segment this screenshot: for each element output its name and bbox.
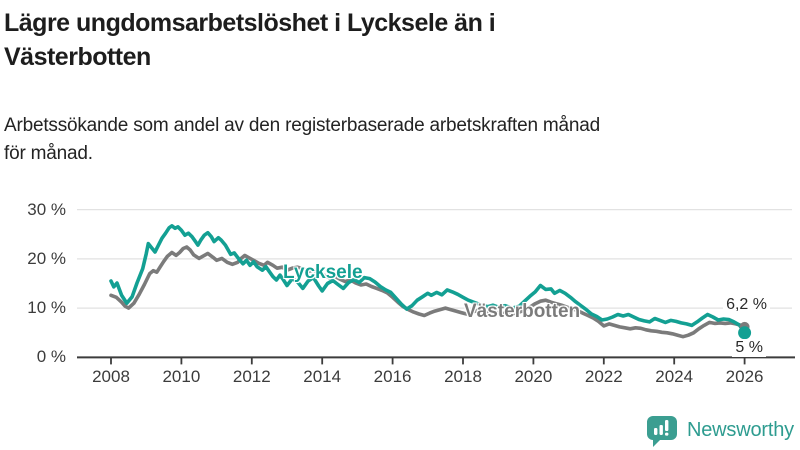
västerbotten-series-label: Västerbotten (464, 301, 581, 322)
västerbotten-line (109, 245, 747, 339)
x-axis-label-2010: 2010 (162, 367, 201, 386)
x-axis-label-2022: 2022 (584, 367, 623, 386)
x-axis-label-2016: 2016 (373, 367, 412, 386)
branding: Newsworthy (646, 414, 794, 447)
x-axis-label-2026: 2026 (725, 367, 764, 386)
x-axis-label-2020: 2020 (514, 367, 553, 386)
lycksele-end-value-label: 5 % (732, 339, 766, 357)
chart-title: Lägre ungdomsarbetslöshet i Lycksele än … (4, 6, 496, 74)
lycksele-series-label: Lycksele (283, 262, 363, 283)
y-axis-label-10: 10 % (27, 298, 66, 318)
y-axis-label-30: 30 % (27, 199, 66, 219)
lycksele-line (109, 224, 747, 335)
chart-title-line1: Lägre ungdomsarbetslöshet i Lycksele än … (4, 9, 496, 37)
x-axis-label-2018: 2018 (444, 367, 482, 386)
chart-title-line2: Västerbotten (4, 43, 151, 71)
lycksele-endpoint-dot (738, 326, 752, 340)
x-axis-label-2024: 2024 (655, 367, 694, 386)
x-axis-label-2008: 2008 (92, 367, 130, 386)
newsworthy-chart-bubble-icon (647, 416, 677, 447)
x-axis-label-2012: 2012 (232, 367, 271, 386)
branding-wordmark: Newsworthy (687, 419, 794, 441)
chart-subtitle: Arbetssökande som andel av den registerb… (4, 112, 600, 168)
x-axis-label-2014: 2014 (303, 367, 342, 386)
y-axis-label-20: 20 % (27, 248, 66, 268)
västerbotten-end-value-label: 6,2 % (723, 296, 770, 314)
y-axis-label-0: 0 % (36, 347, 66, 367)
chart-subtitle-line1: Arbetssökande som andel av den registerb… (4, 115, 601, 136)
chart-subtitle-line2: för månad. (4, 143, 93, 164)
